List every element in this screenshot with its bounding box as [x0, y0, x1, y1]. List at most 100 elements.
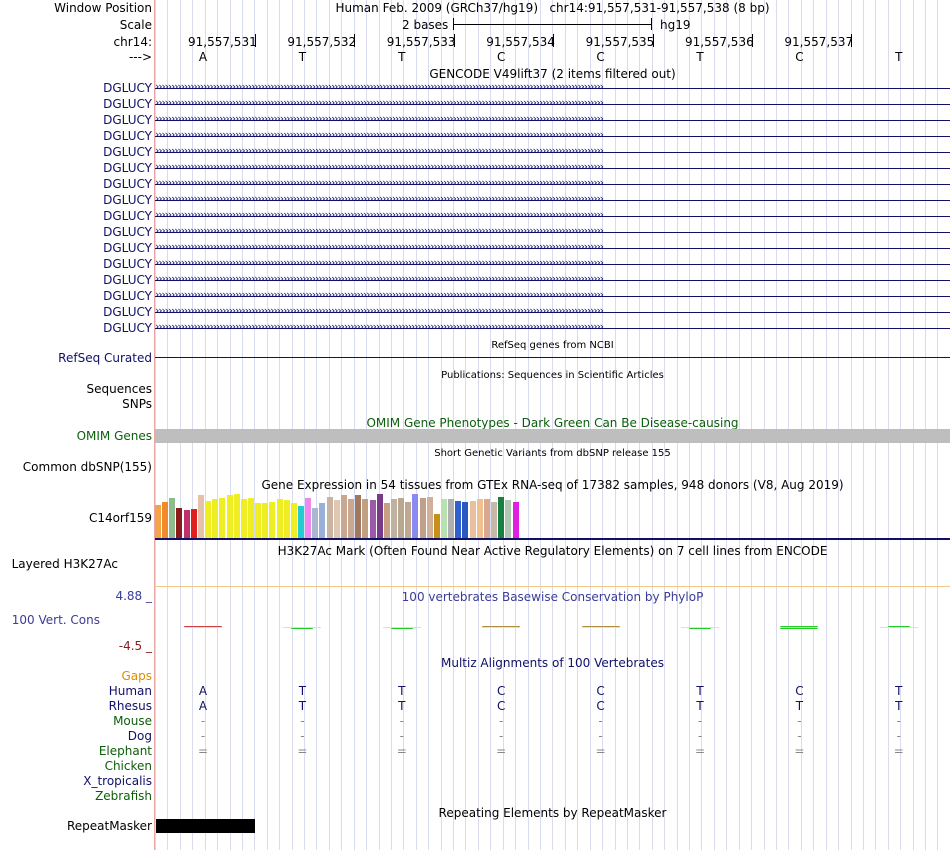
gtex-tissue-bar[interactable] [383, 503, 390, 538]
gencode-transcript[interactable]: ››››››››››››››››››››››››››››››››››››››››… [155, 161, 950, 175]
gencode-transcript[interactable]: ››››››››››››››››››››››››››››››››››››››››… [155, 81, 950, 95]
gtex-tissue-bar[interactable] [462, 502, 469, 538]
base-letter[interactable]: T [696, 50, 704, 64]
gtex-tissue-bar[interactable] [441, 499, 447, 538]
gtex-tissue-bar[interactable] [448, 499, 455, 538]
gene-label-dglucy[interactable]: DGLUCY [103, 129, 152, 143]
gencode-transcript[interactable]: ››››››››››››››››››››››››››››››››››››››››… [155, 225, 950, 239]
gtex-tissue-bar[interactable] [219, 498, 226, 538]
gtex-bar-chart[interactable] [155, 490, 950, 538]
refseq-gene-line[interactable] [155, 357, 950, 358]
omim-gene-bar[interactable] [155, 429, 950, 443]
gene-label-dglucy[interactable]: DGLUCY [103, 305, 152, 319]
gtex-tissue-bar[interactable] [498, 497, 505, 538]
gencode-transcript[interactable]: ››››››››››››››››››››››››››››››››››››››››… [155, 321, 950, 335]
gtex-tissue-bar[interactable] [276, 499, 283, 538]
gtex-tissue-bar[interactable] [476, 499, 483, 538]
gtex-tissue-bar[interactable] [455, 501, 462, 538]
gtex-tissue-bar[interactable] [326, 497, 333, 538]
gtex-tissue-bar[interactable] [505, 500, 512, 538]
gtex-tissue-bar[interactable] [155, 505, 161, 538]
gtex-tissue-bar[interactable] [491, 502, 498, 538]
gtex-tissue-bar[interactable] [226, 495, 233, 538]
gencode-transcript[interactable]: ››››››››››››››››››››››››››››››››››››››››… [155, 193, 950, 207]
gene-label-dglucy[interactable]: DGLUCY [103, 97, 152, 111]
gtex-tissue-bar[interactable] [398, 498, 405, 538]
gencode-transcript[interactable]: ››››››››››››››››››››››››››››››››››››››››… [155, 305, 950, 319]
gtex-tissue-bar[interactable] [190, 509, 197, 538]
gencode-transcript[interactable]: ››››››››››››››››››››››››››››››››››››››››… [155, 241, 950, 255]
gtex-tissue-bar[interactable] [255, 503, 262, 538]
species-label[interactable]: Human [108, 684, 152, 698]
gaps-label[interactable]: Gaps [121, 669, 152, 683]
gene-label-dglucy[interactable]: DGLUCY [103, 241, 152, 255]
gtex-tissue-bar[interactable] [376, 494, 383, 538]
gtex-tissue-bar[interactable] [176, 508, 183, 538]
gene-label-dglucy[interactable]: DGLUCY [103, 209, 152, 223]
gene-label-dglucy[interactable]: DGLUCY [103, 257, 152, 271]
gtex-tissue-bar[interactable] [348, 499, 355, 538]
gene-label-dglucy[interactable]: DGLUCY [103, 273, 152, 287]
track-area[interactable]: Human Feb. 2009 (GRCh37/hg19) chr14:91,5… [155, 0, 950, 850]
phylop-score-mark[interactable] [291, 627, 314, 629]
gene-label-dglucy[interactable]: DGLUCY [103, 145, 152, 159]
gtex-tissue-bar[interactable] [312, 508, 319, 538]
gtex-tissue-bar[interactable] [483, 499, 490, 538]
phylop-score-mark[interactable] [390, 627, 413, 629]
gtex-tissue-bar[interactable] [298, 506, 304, 538]
gtex-tissue-bar[interactable] [405, 502, 412, 538]
gtex-tissue-bar[interactable] [212, 499, 219, 538]
h3k27ac-label[interactable]: Layered H3K27Ac [11, 557, 118, 571]
repeatmasker-label[interactable]: RepeatMasker [66, 819, 152, 833]
species-label[interactable]: Zebrafish [95, 789, 152, 803]
gtex-gene-label[interactable]: C14orf159 [88, 511, 152, 525]
sequences-label[interactable]: Sequences [86, 382, 152, 396]
gtex-tissue-bar[interactable] [233, 494, 240, 538]
gtex-tissue-bar[interactable] [247, 498, 254, 538]
gtex-tissue-bar[interactable] [269, 502, 276, 538]
repeat-element-block[interactable] [156, 819, 255, 833]
base-letter[interactable]: A [198, 50, 208, 64]
gtex-tissue-bar[interactable] [333, 500, 340, 538]
species-label[interactable]: Elephant [98, 744, 152, 758]
gtex-tissue-bar[interactable] [355, 495, 362, 538]
gtex-tissue-bar[interactable] [362, 499, 369, 538]
gencode-transcript[interactable]: ››››››››››››››››››››››››››››››››››››››››… [155, 113, 950, 127]
species-label[interactable]: Rhesus [108, 699, 152, 713]
gtex-tissue-bar[interactable] [262, 503, 269, 538]
gtex-tissue-bar[interactable] [340, 495, 347, 538]
gtex-tissue-bar[interactable] [426, 497, 433, 538]
gtex-tissue-bar[interactable] [305, 498, 312, 538]
omim-label[interactable]: OMIM Genes [76, 429, 152, 443]
strand-arrow-label[interactable]: ---> [128, 50, 152, 64]
gencode-transcript[interactable]: ››››››››››››››››››››››››››››››››››››››››… [155, 257, 950, 271]
species-label[interactable]: Dog [127, 729, 152, 743]
gtex-tissue-bar[interactable] [240, 499, 247, 538]
gencode-transcript[interactable]: ››››››››››››››››››››››››››››››››››››››››… [155, 273, 950, 287]
gencode-transcript[interactable]: ››››››››››››››››››››››››››››››››››››››››… [155, 97, 950, 111]
gtex-tissue-bar[interactable] [512, 502, 519, 538]
gencode-transcript[interactable]: ››››››››››››››››››››››››››››››››››››››››… [155, 129, 950, 143]
gencode-transcript[interactable]: ››››››››››››››››››››››››››››››››››››››››… [155, 289, 950, 303]
gtex-tissue-bar[interactable] [183, 510, 190, 538]
refseq-label[interactable]: RefSeq Curated [58, 351, 152, 365]
base-letter[interactable]: T [398, 50, 406, 64]
species-label[interactable]: Chicken [104, 759, 152, 773]
gencode-transcript[interactable]: ››››››››››››››››››››››››››››››››››››››››… [155, 145, 950, 159]
base-letter[interactable]: T [298, 50, 307, 64]
species-label[interactable]: Mouse [113, 714, 152, 728]
gene-label-dglucy[interactable]: DGLUCY [103, 321, 152, 335]
gene-label-dglucy[interactable]: DGLUCY [103, 289, 152, 303]
base-letter[interactable]: C [496, 50, 506, 64]
gtex-tissue-bar[interactable] [319, 503, 326, 538]
cons-label[interactable]: 100 Vert. Cons [11, 613, 100, 627]
gene-label-dglucy[interactable]: DGLUCY [103, 113, 152, 127]
gencode-transcript[interactable]: ››››››››››››››››››››››››››››››››››››››››… [155, 209, 950, 223]
gtex-tissue-bar[interactable] [205, 501, 212, 538]
common-dbsnp-label[interactable]: Common dbSNP(155) [22, 460, 152, 474]
gtex-tissue-bar[interactable] [390, 499, 397, 538]
gene-label-dglucy[interactable]: DGLUCY [103, 225, 152, 239]
gtex-tissue-bar[interactable] [419, 498, 426, 538]
gtex-tissue-bar[interactable] [412, 494, 419, 538]
gtex-tissue-bar[interactable] [169, 498, 176, 538]
